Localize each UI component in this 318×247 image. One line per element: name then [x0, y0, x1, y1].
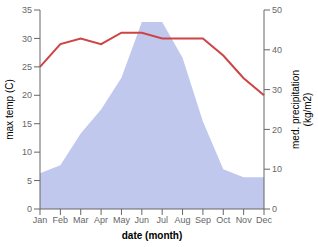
svg-text:Nov: Nov [236, 215, 253, 225]
svg-text:15: 15 [22, 119, 32, 129]
svg-text:Mar: Mar [73, 215, 89, 225]
svg-text:Jun: Jun [135, 215, 150, 225]
svg-text:Dec: Dec [256, 215, 273, 225]
svg-text:Oct: Oct [216, 215, 231, 225]
svg-text:0: 0 [27, 204, 32, 214]
svg-text:40: 40 [272, 45, 282, 55]
svg-text:Feb: Feb [53, 215, 69, 225]
svg-text:30: 30 [22, 34, 32, 44]
svg-text:max temp (C): max temp (C) [8, 79, 15, 140]
svg-text:35: 35 [22, 5, 32, 15]
svg-text:20: 20 [22, 90, 32, 100]
svg-text:(kg/m2): (kg/m2) [302, 93, 310, 127]
svg-text:5: 5 [27, 176, 32, 186]
svg-text:May: May [113, 215, 131, 225]
svg-text:med. precipitation: med. precipitation [290, 70, 301, 149]
svg-text:20: 20 [272, 125, 282, 135]
svg-text:Apr: Apr [94, 215, 108, 225]
svg-text:Jul: Jul [156, 215, 168, 225]
svg-text:30: 30 [272, 85, 282, 95]
svg-text:10: 10 [22, 147, 32, 157]
svg-text:25: 25 [22, 62, 32, 72]
svg-text:10: 10 [272, 164, 282, 174]
svg-text:0: 0 [272, 204, 277, 214]
svg-text:Jan: Jan [33, 215, 48, 225]
svg-text:Sep: Sep [195, 215, 211, 225]
svg-text:date (month): date (month) [122, 230, 183, 241]
svg-text:50: 50 [272, 5, 282, 15]
svg-text:Aug: Aug [175, 215, 191, 225]
